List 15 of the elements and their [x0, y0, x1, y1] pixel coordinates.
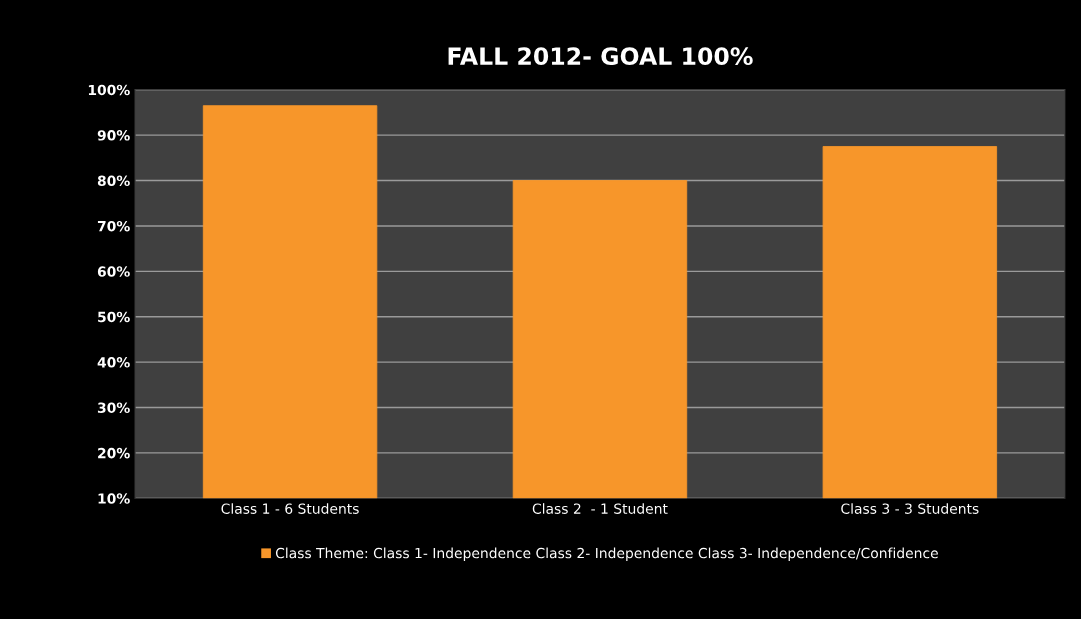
- legend-label: Class Theme: Class 1- Independence Class 2- Independence Class 3- Independence/Confidence: [275, 547, 938, 562]
- x-tick-label: Class 2 - 1 Student: [532, 503, 668, 514]
- y-tick-label: 40%: [97, 357, 130, 368]
- chart-title: FALL 2012- GOAL 100%: [448, 47, 753, 66]
- y-tick-label: 20%: [98, 447, 130, 459]
- y-tick-label: 80%: [97, 175, 130, 187]
- y-tick-label: 60%: [97, 266, 130, 277]
- y-tick-label: 30%: [97, 402, 130, 413]
- x-tick-label: Class 1 - 6 Students: [221, 503, 359, 514]
- x-tick-label: Class 3 - 3 Students: [841, 503, 979, 514]
- y-tick-label: 10%: [98, 493, 130, 504]
- y-tick-label: 90%: [97, 130, 130, 141]
- y-tick-label: 100%: [88, 84, 130, 96]
- y-tick-label: 50%: [98, 311, 130, 323]
- y-tick-label: 70%: [97, 220, 130, 232]
